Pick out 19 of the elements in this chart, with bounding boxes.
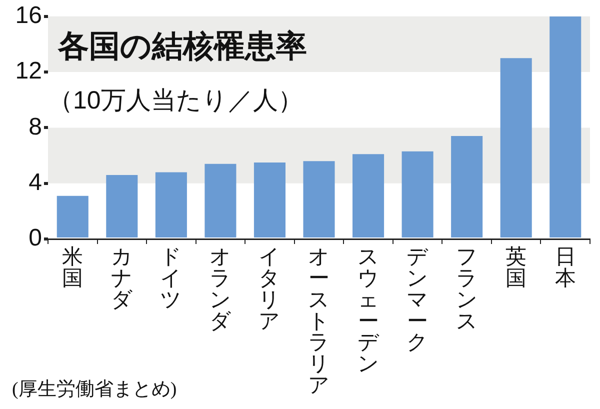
x-tick-label: オランダ <box>209 246 232 333</box>
y-tick-label: 8 <box>28 113 42 140</box>
x-tick-label: 日本 <box>554 246 576 290</box>
x-tick-label: 英国 <box>506 246 527 290</box>
x-tick-label: ドイツ <box>160 246 182 312</box>
text: (厚生労働省まとめ) <box>12 379 177 400</box>
y-tick-label: 0 <box>28 224 42 252</box>
x-tick-label: イタリア <box>258 246 281 333</box>
x-tick-label: カナダ <box>110 246 133 312</box>
x-tick-label: 米国 <box>62 246 84 290</box>
y-tick-label: 16 <box>15 2 42 30</box>
chart-title: 各国の結核罹患率 <box>57 28 307 64</box>
y-tick-label: 4 <box>28 168 42 196</box>
x-tick-label: デンマーク <box>406 246 429 354</box>
text: （10万人当たり／人） <box>48 86 303 114</box>
x-tick-label: オーストラリア <box>308 246 330 398</box>
y-tick-label: 12 <box>15 58 42 85</box>
x-tick-label: スウェーデン <box>357 246 380 376</box>
x-tick-label: フランス <box>456 246 478 333</box>
